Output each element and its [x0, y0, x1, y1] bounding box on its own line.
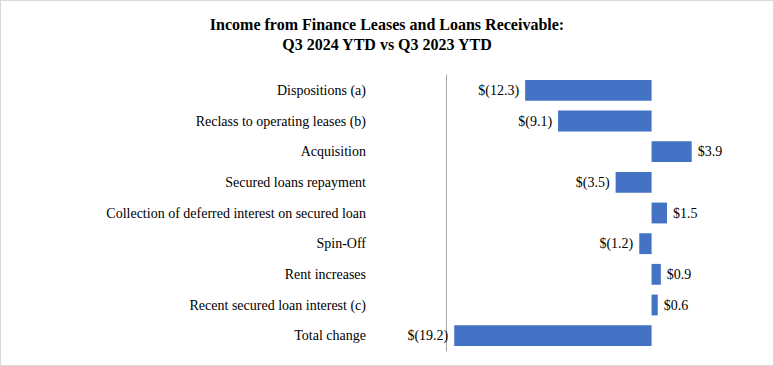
- svg-text:Dispositions (a): Dispositions (a): [277, 83, 366, 99]
- svg-text:$(3.5): $(3.5): [576, 175, 610, 191]
- svg-text:Acquisition: Acquisition: [301, 144, 366, 159]
- svg-text:$3.9: $3.9: [698, 144, 723, 159]
- svg-text:$(9.1): $(9.1): [518, 114, 552, 130]
- svg-text:$(19.2): $(19.2): [407, 328, 448, 344]
- svg-text:Rent increases: Rent increases: [285, 267, 366, 282]
- svg-text:Recent secured loan interest (: Recent secured loan interest (c): [190, 298, 367, 314]
- svg-text:$1.5: $1.5: [673, 206, 698, 221]
- svg-text:Income from Finance Leases and: Income from Finance Leases and Loans Rec…: [210, 16, 564, 33]
- svg-text:Total change: Total change: [294, 328, 366, 343]
- svg-text:Collection of deferred interes: Collection of deferred interest on secur…: [106, 206, 366, 221]
- svg-text:Q3 2024 YTD vs Q3 2023 YTD: Q3 2024 YTD vs Q3 2023 YTD: [282, 36, 492, 53]
- svg-text:$(12.3): $(12.3): [478, 83, 519, 99]
- svg-text:Secured loans repayment: Secured loans repayment: [225, 175, 366, 190]
- svg-text:$0.9: $0.9: [667, 267, 692, 282]
- svg-text:$(1.2): $(1.2): [599, 236, 633, 252]
- svg-text:Spin-Off: Spin-Off: [316, 236, 366, 251]
- svg-text:$0.6: $0.6: [664, 298, 689, 313]
- svg-text:Reclass to operating leases (b: Reclass to operating leases (b): [196, 114, 367, 130]
